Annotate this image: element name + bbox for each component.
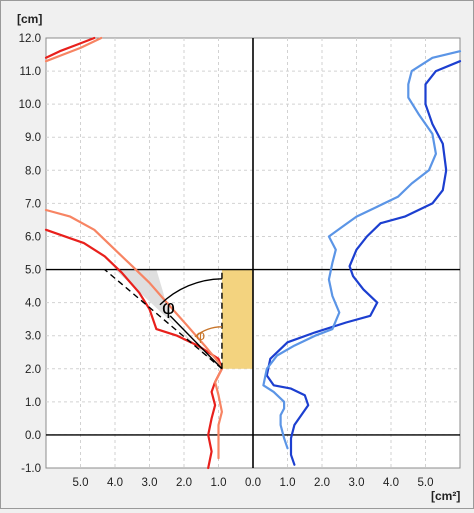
reference-lines [46,38,460,468]
y-tick-label: 5.0 [25,265,41,277]
x-tick-label: 2.0 [176,477,192,489]
y-tick-label: 12.0 [19,33,41,45]
angle-annotation: φφ [104,269,223,370]
angle-ray [169,315,223,370]
x-tick-label: 0.0 [245,477,261,489]
y-tick-label: 11.0 [19,66,41,78]
y-tick-label: -1.0 [21,463,41,475]
x-tick-label: 1.0 [280,477,296,489]
y-unit-label: [cm] [17,12,42,26]
x-tick-label: 3.0 [349,477,365,489]
x-tick-label: 5.0 [418,477,434,489]
y-tick-labels: -1.0 0.0 1.0 2.0 3.0 4.0 5.0 6.0 7.0 8.0 9.0 10.0 11… [19,33,41,475]
y-tick-label: 0.0 [25,430,41,442]
angle-arc-small [194,326,222,338]
series-line-red [44,228,223,470]
angle-arc-large [159,278,222,306]
series-group [44,36,462,470]
angle-label-large: φ [162,297,175,319]
angle-label-small: φ [196,327,205,343]
x-tick-label: 4.0 [107,477,123,489]
x-unit-label: [cm²] [431,489,460,503]
x-tick-label: 5.0 [73,477,89,489]
x-tick-label: 2.0 [314,477,330,489]
y-tick-label: 10.0 [19,99,41,111]
series-line-salmon [44,208,223,460]
y-tick-label: 8.0 [25,165,41,177]
tangent-dashed-line [104,269,223,370]
highlight-rect [221,269,253,369]
y-tick-label: 1.0 [25,397,41,409]
x-tick-label: 4.0 [383,477,399,489]
series-line-dark-blue [265,60,462,466]
series-line-salmon [44,36,103,63]
y-tick-label: 9.0 [25,132,41,144]
y-tick-label: 7.0 [25,198,41,210]
y-tick-label: 6.0 [25,231,41,243]
y-tick-label: 4.0 [25,298,41,310]
x-tick-label: 3.0 [142,477,158,489]
y-tick-label: 3.0 [25,331,41,343]
series-line-red [44,36,96,59]
y-tick-label: 2.0 [25,364,41,376]
series-line-light-blue [262,50,462,450]
x-tick-label: 1.0 [211,477,227,489]
x-tick-labels: 5.0 4.0 3.0 2.0 1.0 0.0 1.0 2.0 3.0 4.0 5.0 [73,477,434,489]
